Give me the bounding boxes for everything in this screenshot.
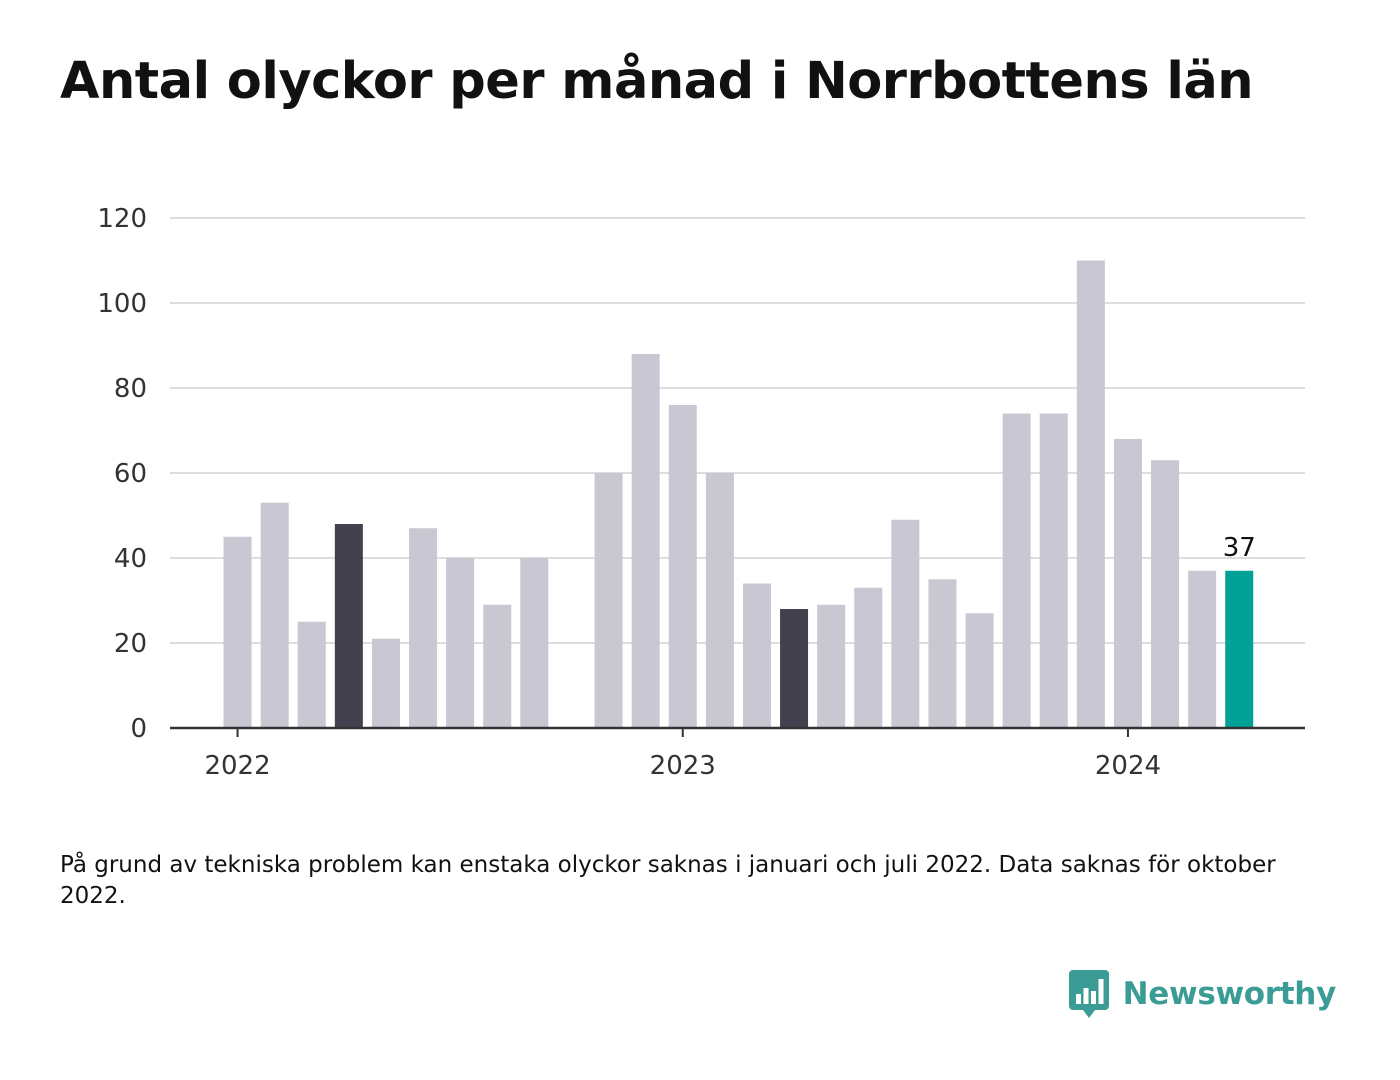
bar-2024-04 (1225, 570, 1254, 728)
bar-2023-08 (928, 579, 957, 728)
data-labels: 37 (1223, 533, 1256, 563)
y-tick-label: 20 (114, 629, 147, 659)
bar-2022-12 (631, 354, 660, 728)
bar-2022-02 (260, 502, 289, 728)
bar-2022-09 (520, 558, 549, 728)
bar-2022-05 (371, 638, 400, 728)
bar-2022-07 (446, 558, 475, 728)
bar-chart: 0 20 40 60 80 100 120 2022 2023 2024 37 (97, 204, 1305, 781)
bar-2024-03 (1188, 570, 1217, 728)
bar-2022-08 (483, 604, 512, 728)
bar-2022-11 (594, 473, 623, 728)
brand-name: Newsworthy (1122, 976, 1337, 1012)
y-tick-label: 0 (130, 714, 147, 744)
footnote: På grund av tekniska problem kan enstaka… (60, 852, 1276, 909)
bar-2023-06 (854, 587, 883, 728)
y-tick-label: 80 (114, 374, 147, 404)
bar-2023-11 (1039, 413, 1068, 728)
data-label-2024-04: 37 (1223, 533, 1256, 563)
bar-2023-03 (742, 583, 771, 728)
x-tick-label: 2024 (1095, 751, 1161, 781)
bar-2022-01 (223, 536, 252, 728)
y-tick-label: 60 (114, 459, 147, 489)
chart-title: Antal olyckor per månad i Norrbottens lä… (60, 52, 1254, 111)
x-tick-label: 2023 (650, 751, 716, 781)
x-axis-ticks: 2022 2023 2024 (204, 728, 1161, 781)
bar-2023-01 (668, 405, 697, 728)
x-tick-label: 2022 (204, 751, 270, 781)
bar-2023-04 (780, 609, 809, 728)
bars (223, 260, 1254, 728)
y-tick-label: 40 (114, 544, 147, 574)
bar-2023-12 (1076, 260, 1105, 728)
bar-2024-01 (1113, 439, 1142, 728)
y-tick-label: 120 (97, 204, 147, 234)
y-tick-label: 100 (97, 289, 147, 319)
bar-2022-06 (409, 528, 438, 728)
newsworthy-logo: Newsworthy (1068, 970, 1337, 1018)
bar-2023-02 (705, 473, 734, 728)
bar-2022-04 (334, 524, 363, 728)
bar-2023-10 (1002, 413, 1031, 728)
bar-2023-09 (965, 613, 994, 728)
bar-2023-07 (891, 519, 920, 728)
y-axis-ticks: 0 20 40 60 80 100 120 (97, 204, 147, 744)
bar-chart-speech-bubble-icon (1068, 970, 1109, 1018)
bar-2024-02 (1151, 460, 1180, 728)
bar-2022-03 (297, 621, 326, 728)
bar-2023-05 (817, 604, 846, 728)
